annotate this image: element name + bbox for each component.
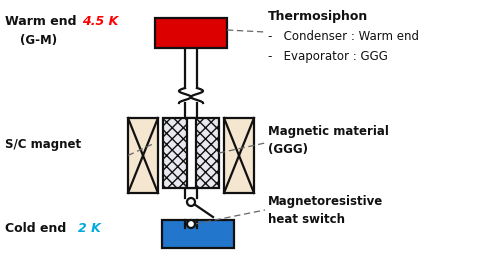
Bar <box>162 220 234 248</box>
Bar <box>187 118 196 188</box>
Bar <box>128 118 158 193</box>
Bar <box>155 18 227 48</box>
Text: Thermosiphon: Thermosiphon <box>268 10 368 23</box>
Text: (GGG): (GGG) <box>268 143 308 156</box>
Text: heat switch: heat switch <box>268 213 345 226</box>
Text: -   Evaporator : GGG: - Evaporator : GGG <box>268 50 388 63</box>
Bar <box>224 118 254 193</box>
Circle shape <box>187 220 195 228</box>
Text: (G-M): (G-M) <box>20 34 57 47</box>
Text: Magnetoresistive: Magnetoresistive <box>268 195 383 208</box>
Text: 4.5 K: 4.5 K <box>82 15 118 28</box>
Bar <box>163 118 219 188</box>
Text: Cold end: Cold end <box>5 222 71 235</box>
Text: 2 K: 2 K <box>78 222 101 235</box>
Text: S/C magnet: S/C magnet <box>5 138 81 151</box>
Bar <box>163 118 219 188</box>
Text: Magnetic material: Magnetic material <box>268 125 389 138</box>
Text: Warm end: Warm end <box>5 15 81 28</box>
Circle shape <box>187 198 195 206</box>
Text: -   Condenser : Warm end: - Condenser : Warm end <box>268 30 419 43</box>
